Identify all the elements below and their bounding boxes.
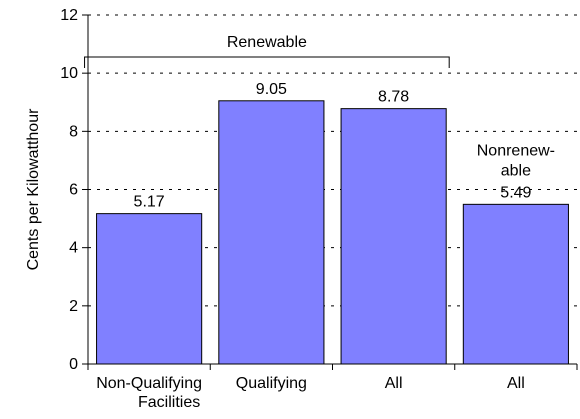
y-tick-label-2: 2 (69, 298, 78, 315)
y-tick-label-10: 10 (60, 65, 78, 82)
bar-3 (462, 203, 569, 365)
y-tick-label-0: 0 (69, 356, 78, 373)
y-tick-label-8: 8 (69, 123, 78, 140)
y-axis-label: Cents per Kilowatthour (25, 108, 42, 271)
bar-2 (340, 108, 447, 365)
y-tick-label-6: 6 (69, 182, 78, 199)
annotation-0-line-0: Nonrenew- (477, 142, 555, 159)
value-label-2: 8.78 (378, 89, 409, 106)
value-label-1: 9.05 (256, 81, 287, 98)
group-label-0: Renewable (227, 34, 307, 51)
x-sublabel: Facilities (138, 394, 200, 411)
x-tick-label-1: Qualifying (236, 375, 307, 392)
y-tick-label-4: 4 (69, 240, 78, 257)
annotation-0-line-1: able (501, 162, 531, 179)
group-bracket-0 (84, 56, 450, 68)
y-tick-label-12: 12 (60, 7, 78, 24)
bar-0 (96, 213, 203, 365)
x-tick-label-3: All (507, 375, 525, 392)
value-label-3: 5.49 (500, 184, 531, 201)
bar-1 (218, 100, 325, 365)
value-label-0: 5.17 (134, 194, 165, 211)
x-tick-label-2: All (385, 375, 403, 392)
bars (96, 100, 569, 365)
axes (82, 14, 578, 370)
x-tick-label-0: Non-Qualifying (96, 375, 202, 392)
labels: 0 2 4 6 8 10 12 Non-Qualifying Qualifying All All F… (25, 7, 555, 411)
